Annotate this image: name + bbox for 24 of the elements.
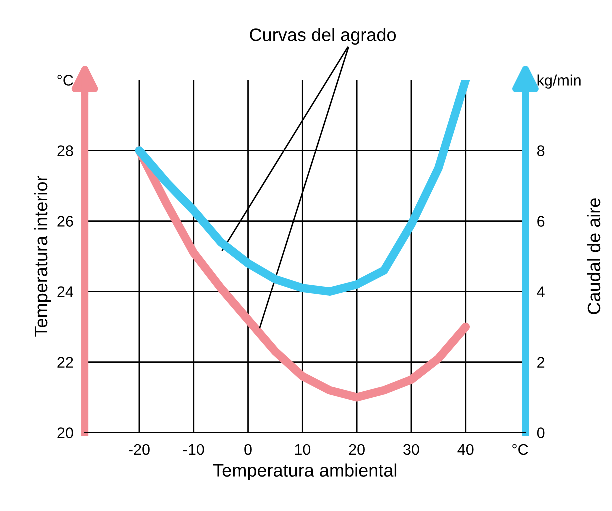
x-tick-label: °C [512,444,528,456]
x-tick-label: 10 [295,444,311,456]
x-axis-title: Temperatura ambiental [213,464,397,481]
y2-tick-label: 0 [537,428,545,439]
x-tick-label: -20 [129,444,150,456]
x-tick-label: 0 [244,444,252,456]
x-tick-label: -10 [184,444,204,456]
text: Curvas del agrado [250,28,396,45]
y-tick-label: 28 [58,146,74,156]
y2-tick-label: 2 [538,357,545,368]
y-tick-label: 22 [58,357,74,368]
y2-tick-label: kg/min [538,74,581,89]
y-tick-label: 26 [58,216,74,227]
y-tick-label: 24 [58,286,74,298]
y2-tick-label: 6 [538,216,545,227]
y-tick-label: 20 [58,428,74,439]
y2-tick-label: 4 [537,286,545,298]
x-tick-label: 20 [349,444,365,456]
y-axis-title: Temperatura interior [34,176,52,337]
y-tick-label: °C [58,75,74,86]
y2-tick-label: 8 [537,146,545,156]
x-tick-label: 40 [458,444,474,456]
y2-axis-title: Caudal de aire [587,198,601,314]
x-tick-label: 30 [404,444,420,456]
